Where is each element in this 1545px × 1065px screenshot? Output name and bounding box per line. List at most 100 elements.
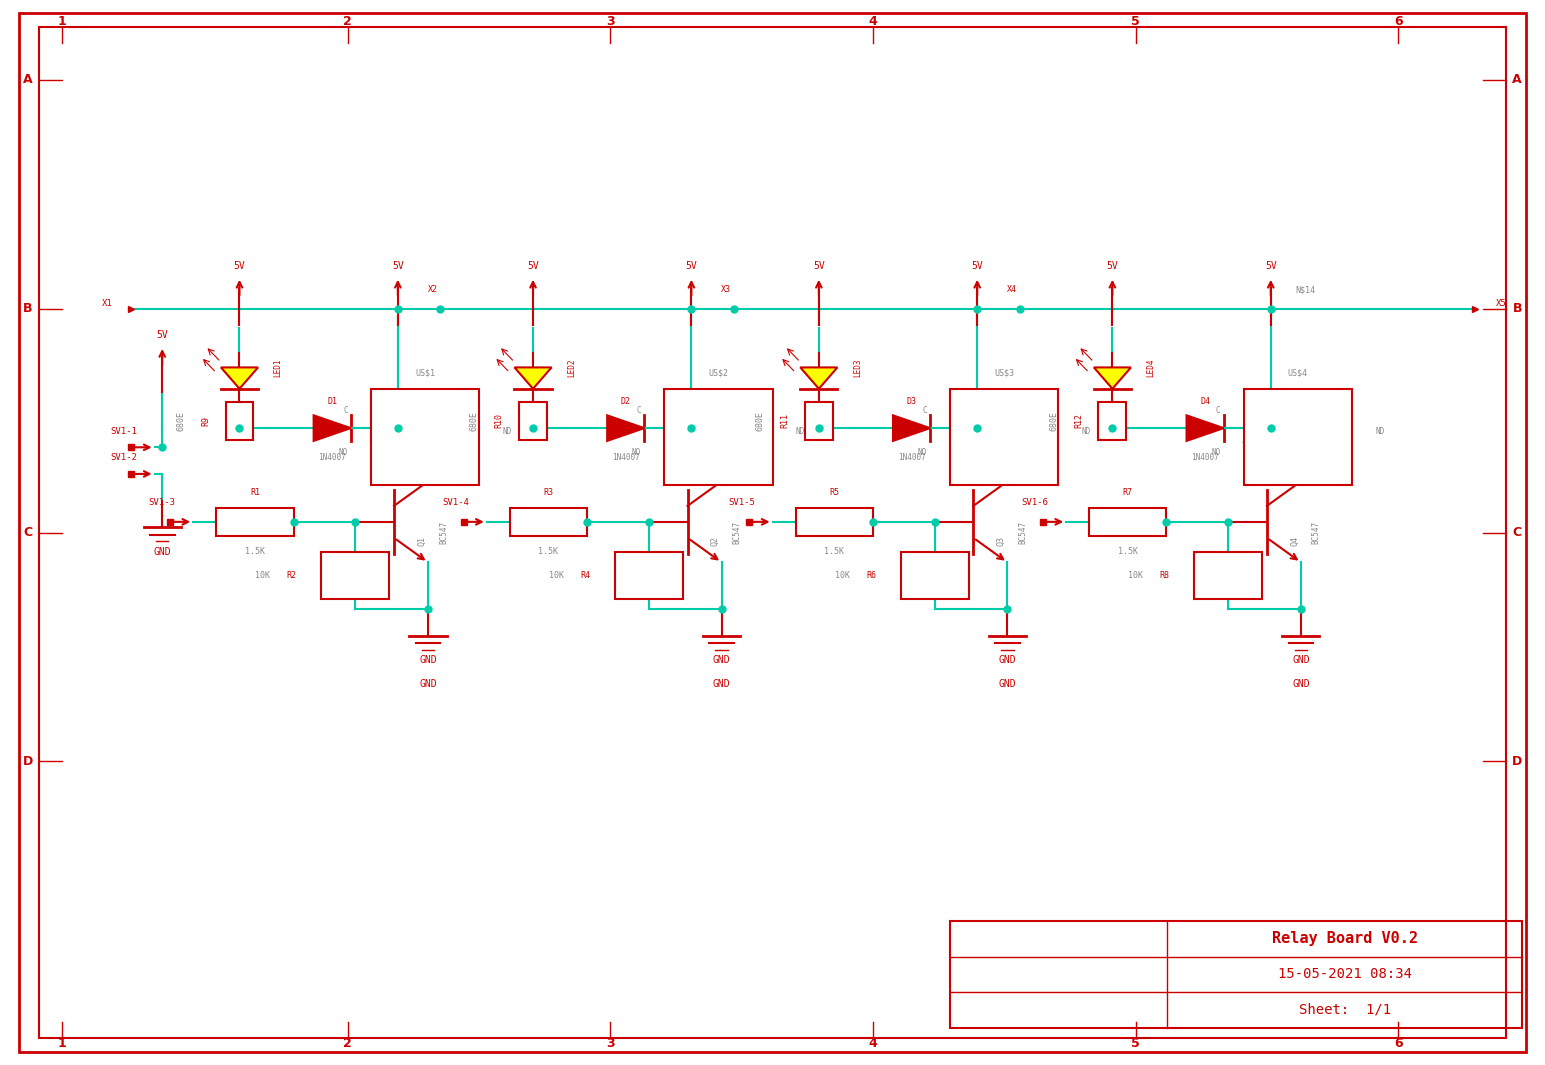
Text: D2: D2 [621,397,630,406]
Text: R9: R9 [201,415,210,426]
Text: 10K: 10K [255,571,270,579]
Text: R3: R3 [544,488,553,496]
Text: GND: GND [1292,655,1310,666]
Text: 5: 5 [1131,15,1140,28]
Text: C: C [922,406,927,414]
Text: GND: GND [998,678,1017,689]
Text: NO: NO [1211,448,1221,457]
Text: BC547: BC547 [1312,521,1321,544]
Text: D: D [23,755,32,768]
Text: R7: R7 [1123,488,1132,496]
Text: GND: GND [419,655,437,666]
Text: US$3: US$3 [995,368,1014,377]
Text: C: C [1513,526,1522,539]
Text: US$4: US$4 [1289,368,1307,377]
Text: 3: 3 [606,1037,615,1050]
Bar [510,508,587,536]
Bar [519,402,547,440]
Text: 2: 2 [343,1037,352,1050]
Text: 10K: 10K [834,571,850,579]
Text: LED1: LED1 [273,358,283,377]
Text: X1: X1 [102,299,113,308]
Polygon shape [607,415,644,441]
Text: Q1: Q1 [417,536,426,546]
Text: R10: R10 [494,413,504,428]
Polygon shape [1187,415,1224,441]
Text: Q4: Q4 [1290,536,1299,546]
Bar [796,508,873,536]
Text: ND: ND [1082,427,1091,436]
Text: Q3: Q3 [997,536,1006,546]
Text: 2: 2 [343,15,352,28]
Text: 3: 3 [606,15,615,28]
Text: X4: X4 [1007,285,1017,294]
Text: BC547: BC547 [732,521,742,544]
Text: 5V: 5V [972,261,983,272]
Text: NO: NO [918,448,927,457]
Text: Relay Board V0.2: Relay Board V0.2 [1272,932,1418,947]
Bar [321,552,389,599]
Text: SV1-2: SV1-2 [110,454,138,462]
Text: X2: X2 [428,285,437,294]
Text: GND: GND [419,678,437,689]
Bar [1244,389,1352,485]
Text: C: C [23,526,32,539]
Text: 5: 5 [1131,1037,1140,1050]
Text: D4: D4 [1200,397,1210,406]
Bar [226,402,253,440]
Text: ND: ND [796,427,805,436]
Text: D3: D3 [907,397,916,406]
Text: GND: GND [998,655,1017,666]
Text: R2: R2 [287,571,297,579]
Text: R8: R8 [1160,571,1170,579]
Text: 5V: 5V [686,261,697,272]
Text: SV1-3: SV1-3 [148,498,176,507]
Text: 680E: 680E [470,411,479,430]
Text: 1.5K: 1.5K [246,547,264,556]
Text: N$14: N$14 [1296,285,1315,294]
Text: 4: 4 [868,15,878,28]
Text: B: B [23,302,32,315]
Polygon shape [893,415,930,441]
Text: 5V: 5V [392,261,403,272]
Text: Q2: Q2 [711,536,720,546]
Text: 5V: 5V [1265,261,1276,272]
Text: C: C [1216,406,1221,414]
Text: ND: ND [1375,427,1384,436]
Text: GND: GND [712,655,731,666]
Bar [805,402,833,440]
Text: SV1-6: SV1-6 [1021,498,1049,507]
Polygon shape [221,367,258,389]
Bar [1089,508,1166,536]
Text: NO: NO [632,448,641,457]
Text: 1N4007: 1N4007 [318,454,346,462]
Text: C: C [343,406,348,414]
Bar [901,552,969,599]
Text: 10K: 10K [548,571,564,579]
Polygon shape [514,367,552,389]
Bar [950,389,1058,485]
Text: D: D [1513,755,1522,768]
Text: US$1: US$1 [416,368,434,377]
Bar [216,508,294,536]
Text: 5V: 5V [233,261,246,272]
Bar [664,389,772,485]
Text: SV1-1: SV1-1 [110,427,138,436]
Bar [615,552,683,599]
Text: R4: R4 [581,571,590,579]
Text: 6: 6 [1394,1037,1403,1050]
Text: 1N4007: 1N4007 [1191,454,1219,462]
Text: X5: X5 [1496,299,1506,308]
Text: US$2: US$2 [709,368,728,377]
Polygon shape [800,367,837,389]
Polygon shape [1094,367,1131,389]
Text: ND: ND [502,427,511,436]
Text: 5V: 5V [527,261,539,272]
Text: X3: X3 [722,285,731,294]
Text: 5V: 5V [813,261,825,272]
Text: 1: 1 [57,1037,66,1050]
Text: LED3: LED3 [853,358,862,377]
Text: B: B [1513,302,1522,315]
Text: 4: 4 [868,1037,878,1050]
Text: D1: D1 [328,397,337,406]
